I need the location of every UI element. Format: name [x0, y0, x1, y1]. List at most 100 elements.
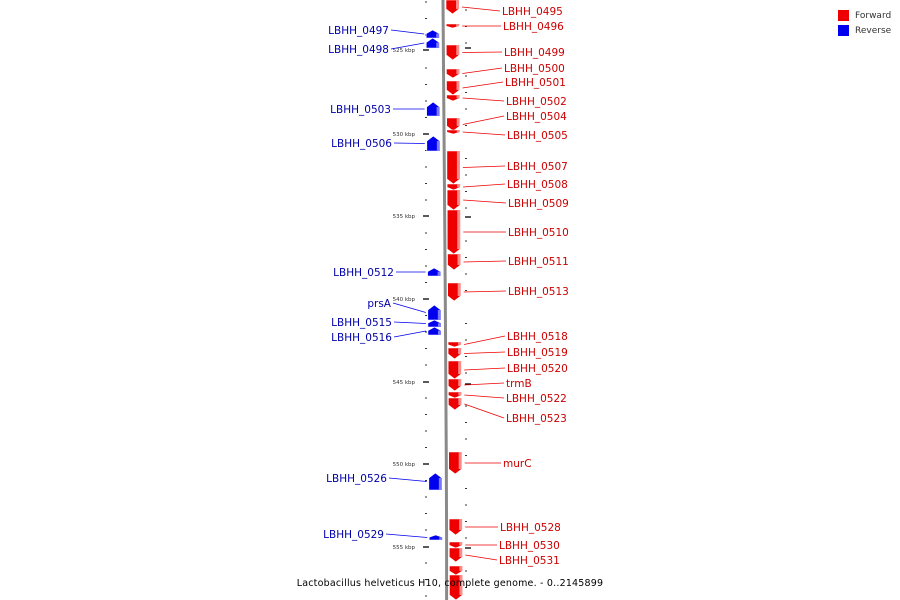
reverse-gene-highlight — [439, 537, 443, 540]
gene-leader-line — [463, 335, 506, 345]
forward-gene — [445, 0, 460, 15]
gene-label-lbhh-0522: LBHH_0522 — [506, 393, 567, 405]
forward-gene-highlight — [456, 95, 460, 99]
legend-forward-label: Forward — [855, 10, 892, 21]
gene-label-lbhh-0508: LBHH_0508 — [507, 179, 568, 191]
gene-label-lbhh-0501: LBHH_0501 — [505, 77, 566, 89]
gene-label-lbhh-0510: LBHH_0510 — [508, 227, 569, 239]
reverse-gene-highlight — [436, 141, 440, 151]
reverse-gene — [425, 37, 440, 49]
forward-gene-highlight — [456, 0, 459, 9]
gene-label-lbhh-0520: LBHH_0520 — [507, 363, 568, 375]
gene-leader-line — [385, 533, 428, 538]
gene-label-lbhh-0513: LBHH_0513 — [508, 286, 569, 298]
forward-gene-highlight — [458, 392, 462, 396]
legend-forward-swatch — [838, 10, 849, 21]
forward-gene-highlight — [457, 190, 461, 205]
tick-label: 540 kbp — [393, 297, 416, 303]
tick-layer: 525 kbp 530 kbp 535 kbp 540 kbp 545 kbp 550 k… — [393, 1, 471, 597]
gene-leader-line — [462, 131, 506, 136]
forward-gene-highlight — [459, 575, 463, 595]
gene-label-lbhh-0518: LBHH_0518 — [507, 331, 568, 343]
gene-label-lbhh-0495: LBHH_0495 — [502, 6, 563, 18]
forward-gene-highlight — [459, 548, 463, 557]
gene-leader-line — [390, 29, 425, 35]
gene-leader-line — [390, 42, 425, 50]
gene-leader-line — [462, 81, 504, 89]
gene-label-lbhh-0531: LBHH_0531 — [499, 555, 560, 567]
gene-leader-line — [463, 183, 506, 188]
gene-leader-line — [462, 165, 506, 168]
gene-label-lbhh-0502: LBHH_0502 — [506, 96, 567, 108]
gene-leader-line — [388, 477, 427, 482]
gene-label-lbhh-0515: LBHH_0515 — [331, 317, 392, 329]
gene-label-lbhh-0497: LBHH_0497 — [328, 25, 389, 37]
tick-label: 530 kbp — [393, 132, 416, 138]
gene-label-lbhh-0529: LBHH_0529 — [323, 529, 384, 541]
tick-label: 550 kbp — [393, 462, 416, 468]
forward-gene-highlight — [456, 24, 460, 27]
forward-gene-highlight — [458, 348, 462, 355]
legend-forward: Forward — [838, 8, 891, 23]
gene-label-lbhh-0528: LBHH_0528 — [500, 522, 561, 534]
forward-gene-highlight — [458, 361, 462, 374]
forward-gene-highlight — [458, 452, 462, 469]
tick-label: 555 kbp — [393, 545, 416, 551]
tick-label: 535 kbp — [393, 214, 416, 220]
gene-leader-line — [463, 199, 507, 204]
legend-reverse-swatch — [838, 25, 849, 36]
reverse-gene-highlight — [437, 323, 441, 327]
gene-leader-line — [465, 554, 498, 561]
gene-label-lbhh-0516: LBHH_0516 — [331, 332, 392, 344]
reverse-gene-highlight — [437, 310, 441, 320]
gene-label-prsa: prsA — [367, 298, 391, 310]
gene-label-lbhh-0523: LBHH_0523 — [506, 413, 567, 425]
gene-leader-line — [393, 321, 426, 324]
forward-gene-highlight — [457, 254, 461, 265]
reverse-gene — [428, 534, 443, 541]
forward-gene-highlight — [457, 210, 461, 249]
gene-label-lbhh-0506: LBHH_0506 — [331, 138, 392, 150]
reverse-gene-highlight — [436, 42, 440, 48]
reverse-gene — [426, 135, 441, 152]
gene-layer — [425, 0, 463, 600]
forward-gene-highlight — [458, 342, 462, 345]
gene-label-lbhh-0519: LBHH_0519 — [507, 347, 568, 359]
reverse-gene — [427, 326, 442, 336]
tick-label: 525 kbp — [393, 48, 416, 54]
forward-gene-highlight — [459, 566, 463, 571]
genome-backbone — [441, 0, 449, 600]
gene-label-lbhh-0507: LBHH_0507 — [507, 161, 568, 173]
forward-gene-highlight — [456, 130, 460, 133]
gene-leader-line — [463, 290, 507, 293]
gene-label-lbhh-0504: LBHH_0504 — [506, 111, 567, 123]
gene-leader-line — [464, 382, 505, 386]
forward-gene-highlight — [456, 151, 460, 179]
tick-label: 545 kbp — [393, 380, 416, 386]
gene-label-lbhh-0530: LBHH_0530 — [499, 540, 560, 552]
gene-label-lbhh-0526: LBHH_0526 — [326, 473, 387, 485]
gene-leader-line — [462, 67, 503, 74]
forward-gene-highlight — [457, 184, 461, 188]
gene-label-murc: murC — [503, 458, 532, 470]
forward-gene-highlight — [457, 283, 461, 296]
legend-reverse: Reverse — [838, 23, 891, 38]
gene-label-lbhh-0511: LBHH_0511 — [508, 256, 569, 268]
gene-label-lbhh-0509: LBHH_0509 — [508, 198, 569, 210]
reverse-gene-highlight — [437, 271, 441, 276]
gene-leader-line — [462, 115, 505, 125]
reverse-gene-highlight — [436, 33, 440, 38]
gene-label-lbhh-0498: LBHH_0498 — [328, 44, 389, 56]
gene-leader-line — [461, 6, 501, 12]
gene-label-lbhh-0496: LBHH_0496 — [503, 21, 564, 33]
gene-label-trmb: trmB — [506, 378, 532, 390]
reverse-gene — [426, 101, 440, 117]
gene-leader-line — [393, 330, 427, 338]
reverse-gene-highlight — [437, 330, 441, 335]
reverse-gene — [427, 267, 441, 277]
gene-leader-line — [464, 403, 505, 419]
forward-gene-highlight — [458, 398, 462, 405]
gene-leader-line — [392, 302, 426, 313]
gene-leader-line — [462, 51, 503, 53]
